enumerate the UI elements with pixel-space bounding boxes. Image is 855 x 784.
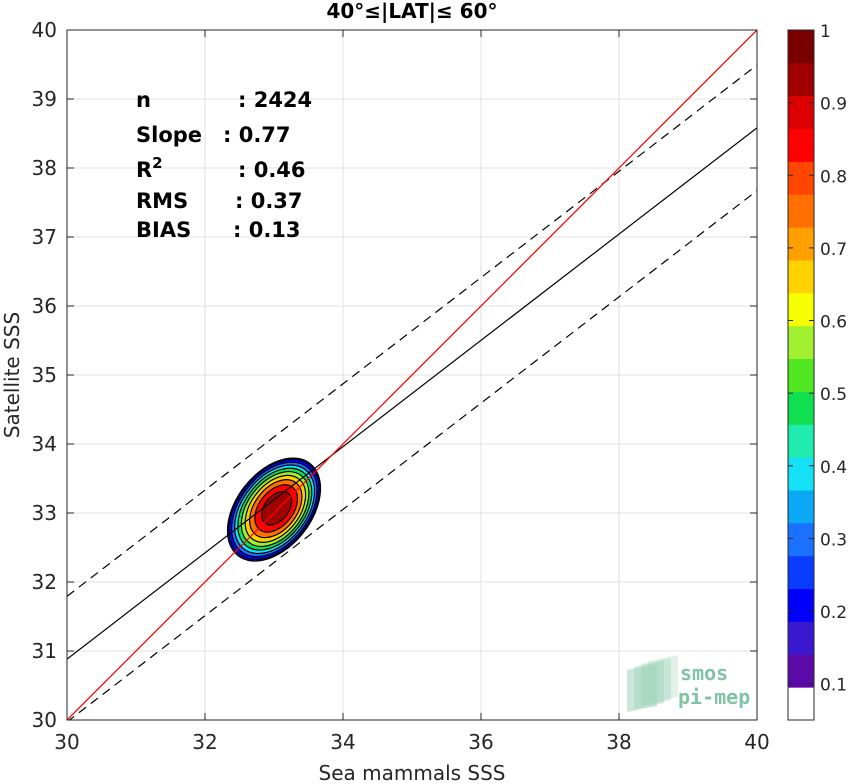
colorbar-segment [788,358,814,392]
x-axis-label: Sea mammals SSS [319,761,506,784]
lower-bound-line [68,190,757,720]
colorbar-segment [788,128,814,162]
logo-text: pi-mep [678,685,750,709]
logo-wave-icon [634,661,664,709]
stat-value: : 0.37 [235,189,303,213]
colorbar-segment [788,687,814,721]
colorbar-tick-label: 0.9 [820,95,847,115]
x-tick-label: 38 [606,730,631,754]
colorbar-tick-label: 0.8 [820,167,847,187]
colorbar-segment [788,62,814,97]
fit-line [67,127,757,660]
upper-bound-line [67,64,757,597]
y-tick-label: 34 [32,432,57,456]
x-tick-labels: 30 32 34 36 38 40 [54,730,769,754]
colorbar-segment [788,490,814,524]
colorbar-tick-label: 0.4 [820,458,847,478]
stat-superscript: 2 [152,154,162,172]
colorbar-segment [788,424,814,458]
colorbar-segment [788,588,814,622]
stat-value: : 0.13 [233,218,301,242]
density-contour [261,490,293,526]
colorbar-segment [788,555,814,590]
colorbar-tick-label: 0.5 [820,385,847,405]
logo-wave-icon [627,664,657,712]
colorbar-segment [788,522,814,557]
y-tick-label: 35 [32,363,57,387]
stat-label: RMS [136,189,188,213]
colorbar-tick-label: 0.1 [820,676,847,696]
y-tick-label: 32 [32,570,57,594]
y-tick-label: 30 [32,708,57,732]
colorbar-segment [788,161,814,195]
logo-text: smos [680,661,728,685]
colorbar-segment [788,95,814,130]
identity-line [67,30,757,720]
stat-label: R2 [136,154,163,182]
y-tick-label: 37 [32,225,57,249]
colorbar-segment [788,457,814,491]
colorbar-frame [787,29,815,721]
y-axis-label: Satellite SSS [0,312,24,438]
colorbar-segment [788,292,814,327]
stats-box: n : 2424 Slope : 0.77 R2 : 0.46 RMS : 0.37 BIAS:… [136,88,312,242]
colorbar-tick-label: 0.3 [820,530,847,550]
colorbar-segment [788,194,814,228]
colorbar-segment [788,30,814,64]
y-tick-label: 38 [32,156,57,180]
x-tick-label: 30 [54,730,79,754]
y-tick-label: 40 [32,18,57,42]
logo-wave-icon [641,658,671,706]
x-tick-label: 36 [468,730,493,754]
stat-label: BIAS [136,218,191,242]
y-tick-label: 31 [32,639,57,663]
y-tick-labels: 30 31 32 33 34 35 36 37 38 39 40 [32,18,57,732]
y-tick-label: 33 [32,501,57,525]
colorbar-tick-label: 0.2 [820,603,847,623]
regression-lines [67,30,757,720]
plot-frame [66,29,758,721]
colorbar-segment [788,391,814,425]
y-tick-label: 39 [32,87,57,111]
colorbar-segment [788,621,814,655]
colorbar-tick-label: 0.6 [820,313,847,333]
stat-value: : 0.46 [238,158,306,182]
colorbar-segment [788,325,814,360]
chart-title: 40°≤|LAT|≤ 60° [326,0,497,23]
stat-label: n [136,88,151,112]
y-tick-label: 36 [32,294,57,318]
x-tick-label: 32 [192,730,217,754]
stat-label: Slope [136,123,202,147]
stat-value: : 2424 [238,88,312,112]
x-tick-label: 34 [330,730,355,754]
logo-wave-icon [648,655,678,703]
x-tick-label: 40 [744,730,769,754]
colorbar-segment [788,227,814,261]
colorbar-segment [788,260,814,294]
colorbar-tick-label: 1 [820,22,831,42]
density-contours [226,457,322,562]
colorbar-segment [788,654,814,688]
stat-value: : 0.77 [223,123,291,147]
colorbar-tick-label: 0.7 [820,240,847,260]
colorbar: 0.1 0.2 0.3 0.4 0.5 0.6 0.7 0.8 0.9 1 [787,22,847,721]
